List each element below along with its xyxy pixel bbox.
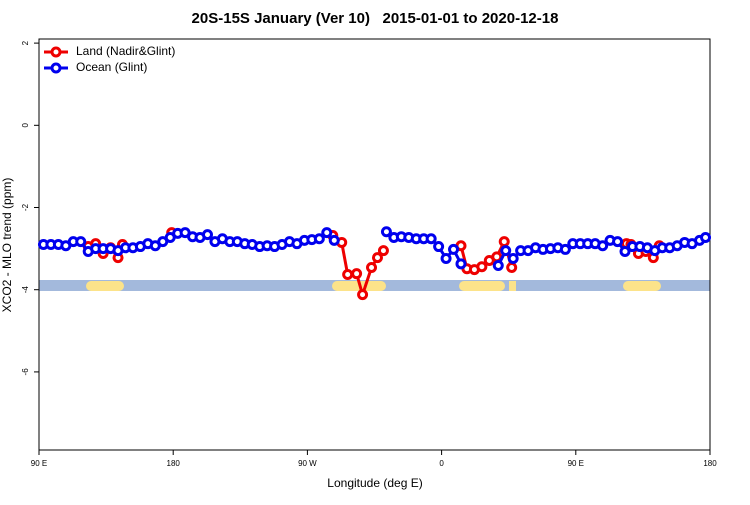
land-patch [509, 281, 516, 291]
legend-swatch-point [50, 62, 62, 74]
land-patch [86, 281, 124, 291]
x-tick-label: 180 [703, 459, 717, 468]
y-axis-label: XCO2 - MLO trend (ppm) [0, 178, 14, 313]
point [612, 236, 624, 248]
y-tick-label: -4 [21, 286, 30, 294]
y-tick-label: 0 [21, 123, 30, 128]
point [75, 236, 87, 248]
point [357, 289, 369, 301]
point [597, 240, 609, 252]
point [351, 268, 363, 280]
y-tick-label: -6 [21, 368, 30, 376]
point [380, 226, 392, 238]
point [440, 252, 452, 264]
surface-strip [39, 280, 710, 291]
point [476, 261, 488, 273]
point [700, 232, 712, 244]
point [366, 262, 378, 274]
point [448, 243, 460, 255]
point [201, 229, 213, 241]
x-axis-label: Longitude (deg E) [327, 476, 422, 490]
legend-label: Ocean (Glint) [76, 60, 147, 74]
point [433, 241, 445, 253]
point [328, 234, 340, 246]
point [506, 262, 518, 274]
legend-label: Land (Nadir&Glint) [76, 44, 175, 58]
point [500, 245, 512, 257]
land-patch [623, 281, 661, 291]
y-tick-label: 2 [21, 40, 30, 45]
point [498, 236, 510, 248]
legend: Land (Nadir&Glint) Ocean (Glint) [44, 44, 175, 74]
y-tick-label: -2 [21, 203, 30, 211]
x-tick-label: 90 E [568, 459, 584, 468]
x-tick-label: 90 E [31, 459, 47, 468]
land-patch [459, 281, 505, 291]
point [507, 252, 519, 264]
point [371, 252, 383, 264]
point [455, 258, 467, 270]
x-tick-label: 0 [439, 459, 444, 468]
point [377, 245, 389, 257]
point [321, 227, 333, 239]
x-tick-label: 180 [167, 459, 181, 468]
point [619, 245, 631, 257]
point [559, 243, 571, 255]
x-tick-label: 90 W [298, 459, 317, 468]
chart-title: 20S-15S January (Ver 10) 2015-01-01 to 2… [192, 10, 559, 27]
point [492, 259, 504, 271]
legend-swatch-point [50, 46, 62, 58]
point [313, 233, 325, 245]
point [425, 233, 437, 245]
point [342, 269, 354, 281]
